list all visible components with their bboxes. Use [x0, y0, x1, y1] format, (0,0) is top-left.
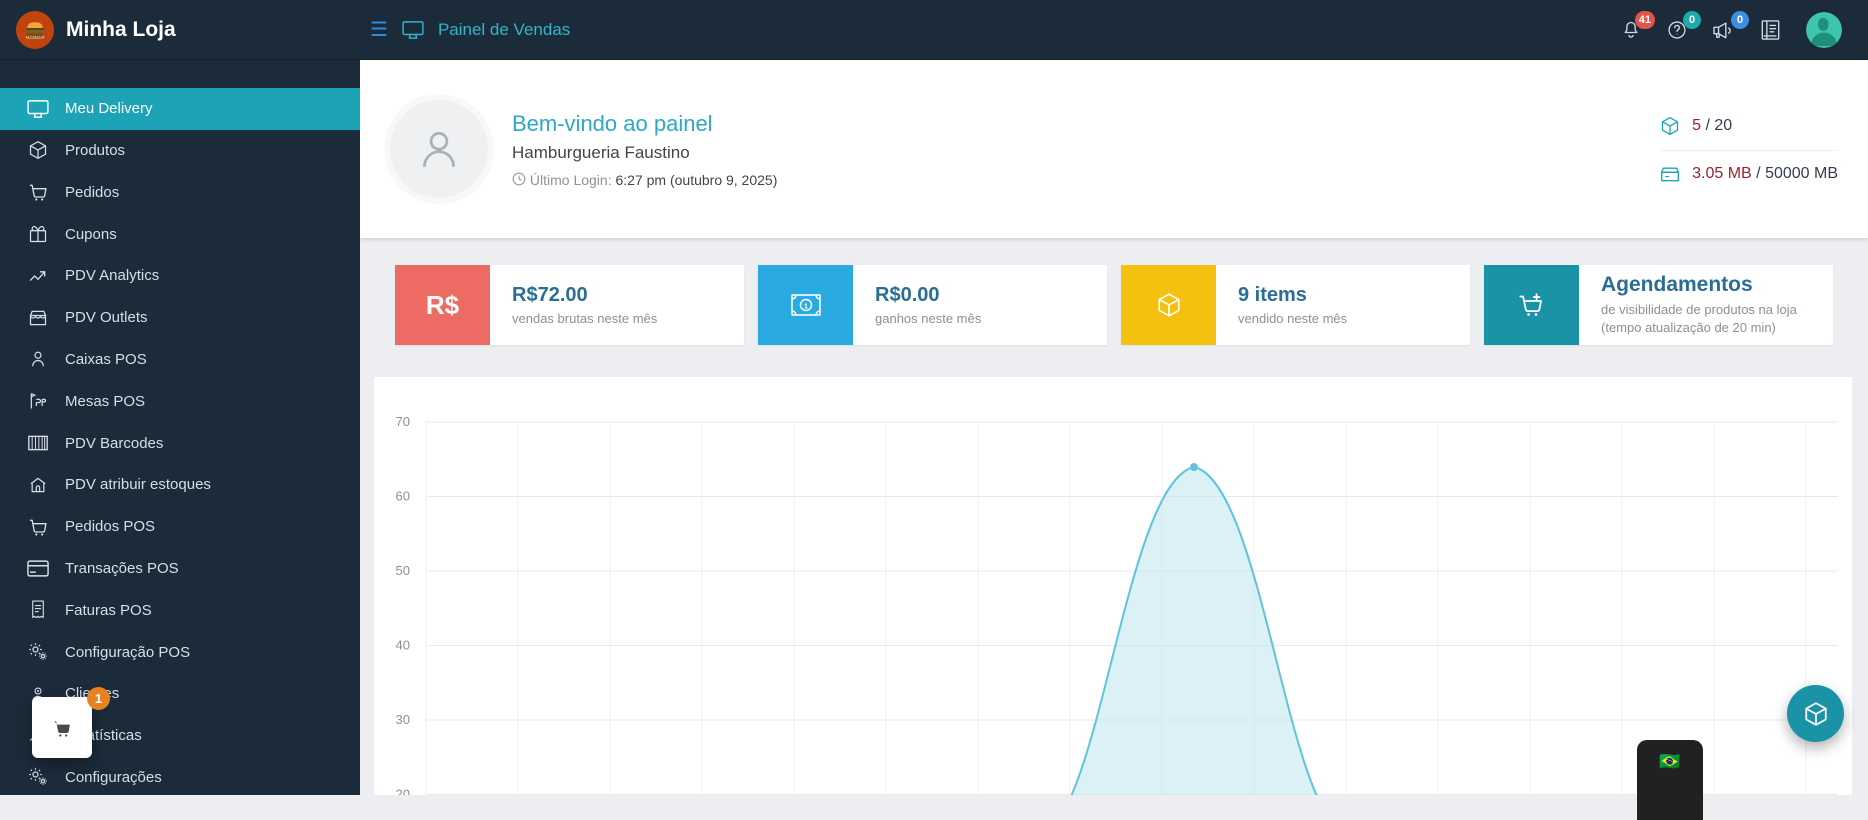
svg-text:30: 30: [396, 712, 410, 727]
svg-text:70: 70: [396, 414, 410, 429]
svg-text:60: 60: [396, 489, 410, 504]
svg-text:FAUSTINO: FAUSTINO: [27, 34, 44, 38]
svg-text:20: 20: [396, 787, 410, 795]
svg-text:50: 50: [396, 563, 410, 578]
svg-text:40: 40: [396, 638, 410, 653]
svg-text:1: 1: [804, 304, 808, 311]
